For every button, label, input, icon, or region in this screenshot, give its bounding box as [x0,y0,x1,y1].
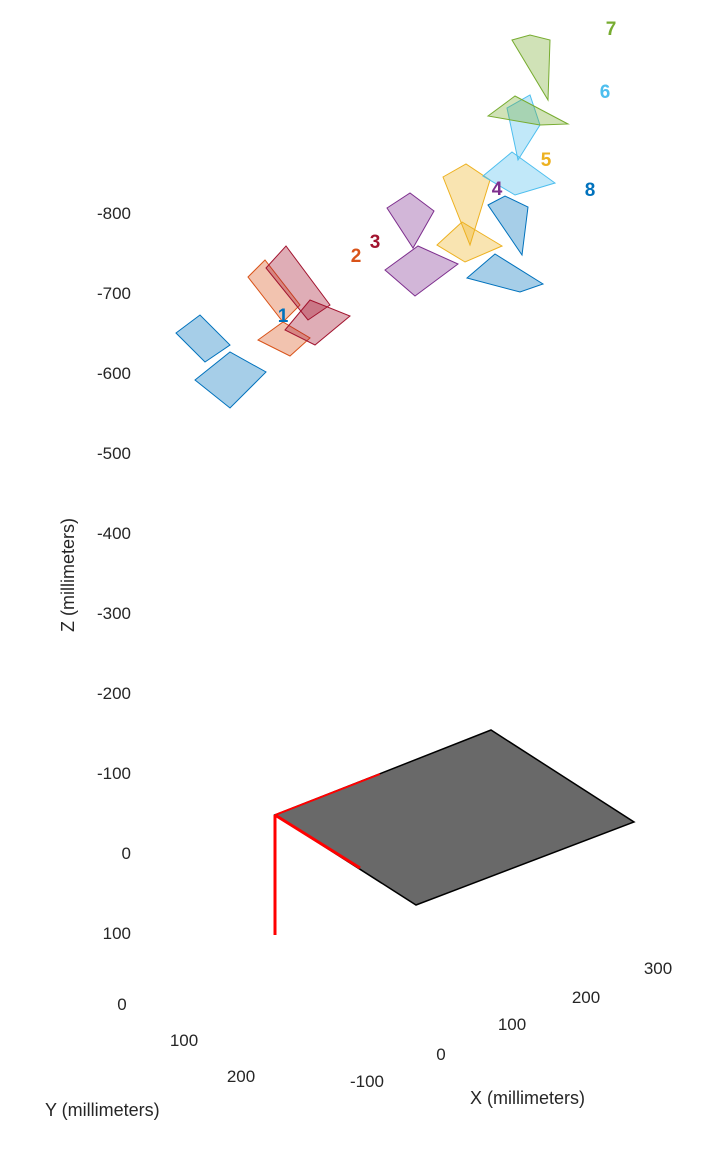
grid-line-floor [203,963,345,1053]
y-tick-label: 100 [170,1031,198,1050]
x-tick [494,993,501,999]
x-tick-label: 300 [644,959,672,978]
grid-line-z [155,386,490,533]
grid-line-z [155,466,490,613]
camera-label: 5 [541,150,552,171]
grid-line-z [490,626,620,691]
x-axis-label: X (millimeters) [470,1088,585,1108]
x-tick [421,1021,428,1028]
z-tick-label: -300 [97,604,131,623]
grid-line-z [490,306,620,371]
x-tick-label: 0 [436,1045,445,1064]
camera-2 [247,259,311,357]
z-tick-label: 0 [122,844,131,863]
x-tick-label: 200 [572,988,600,1007]
camera-7 [486,34,570,126]
y-axis-label: Y (millimeters) [45,1100,160,1120]
camera-label: 2 [351,246,362,267]
z-tick-label: -500 [97,444,131,463]
y-tick-label: 200 [227,1067,255,1086]
z-tick [140,207,155,215]
camera-4 [384,192,459,297]
x-tick [640,937,647,944]
camera-label: 4 [492,179,503,200]
camera-label: 8 [585,180,596,201]
camera-body [175,314,231,363]
checkerboard [273,729,636,935]
camera-base [486,95,570,126]
camera-base [482,151,557,196]
cameras [175,34,570,409]
grid-line-z [490,546,620,611]
grid-line-z [155,66,490,213]
z-tick-label: 100 [103,924,131,943]
z-tick [140,607,155,615]
camera-body [265,245,331,321]
camera-label: 6 [600,82,611,103]
camera-1 [175,314,267,409]
camera-label: 1 [278,306,289,327]
y-tick-label: 0 [117,995,126,1014]
camera-body [511,34,551,102]
z-tick [140,927,155,935]
camera-8 [465,195,545,293]
origin-axis-y [274,813,361,870]
z-tick [140,287,155,295]
camera-label: 3 [370,232,381,253]
x-tick [348,1050,355,1057]
z-tick-label: -400 [97,524,131,543]
z-tick [140,687,155,695]
origin-axis-x [274,773,381,816]
camera-base [194,351,267,409]
camera-body [386,192,435,249]
camera-base [436,221,504,263]
x-tick-label: -100 [350,1072,384,1091]
x-tick-label: 100 [498,1015,526,1034]
camera-base [465,253,545,293]
z-tick [140,447,155,455]
grid-line-z [490,466,620,531]
camera-body [247,259,301,323]
z-tick [140,767,155,775]
y-tick [198,1016,210,1022]
grid-line-z [155,546,490,693]
axes [140,143,647,1070]
y-tick [155,980,168,984]
camera-base [384,245,459,297]
grid-line-floor [274,927,416,1017]
checkerboard-plane [273,729,636,906]
y-tick [256,1052,268,1058]
grid-lines [155,13,632,1070]
camera-3 [265,245,351,346]
z-tick [140,847,155,855]
z-tick-label: -800 [97,204,131,223]
tick-labels: -800 -700 -600 -500 -400 -300 -200 -100 0 100 0 100… [97,19,672,1091]
grid-line-z [490,386,620,451]
z-tick [140,367,155,375]
z-axis-label: Z (millimeters) [58,518,78,632]
z-tick-label: -100 [97,764,131,783]
z-tick-label: -700 [97,284,131,303]
camera-body [487,195,529,257]
camera-label: 7 [606,19,617,40]
z-tick-label: -600 [97,364,131,383]
camera-base [257,321,311,357]
z-tick [140,527,155,535]
x-tick [567,964,574,971]
z-tick-label: -200 [97,684,131,703]
